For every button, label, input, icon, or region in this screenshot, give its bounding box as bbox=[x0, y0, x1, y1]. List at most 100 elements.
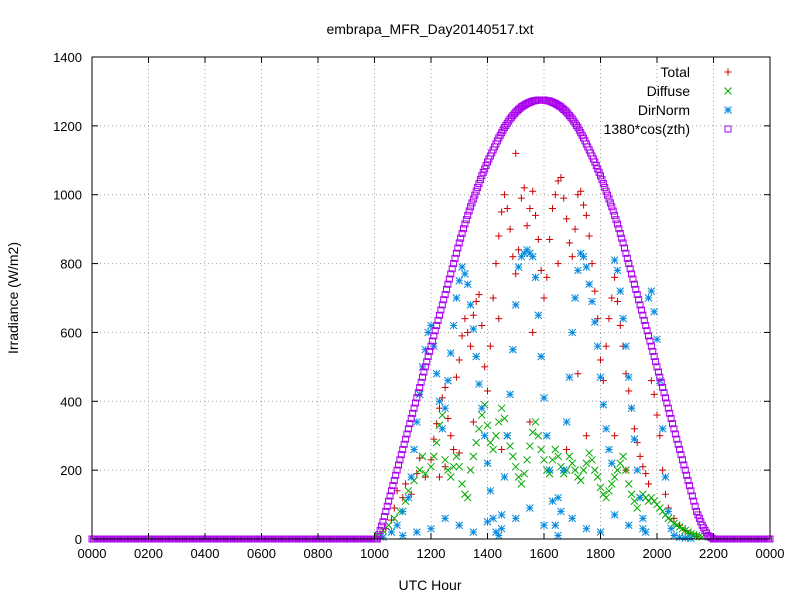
point-dirnorm bbox=[542, 431, 551, 440]
point-total bbox=[435, 473, 443, 481]
point-total bbox=[433, 420, 441, 428]
point-diffuse bbox=[565, 452, 574, 461]
point-total bbox=[630, 425, 638, 433]
point-1380-cos-zth bbox=[657, 378, 665, 386]
point-total bbox=[421, 473, 429, 481]
point-dirnorm bbox=[661, 473, 670, 481]
point-1380-cos-zth bbox=[685, 482, 693, 490]
point-diffuse bbox=[613, 466, 622, 474]
point-dirnorm bbox=[441, 404, 449, 413]
point-dirnorm bbox=[667, 524, 675, 533]
point-1380-cos-zth bbox=[462, 216, 470, 224]
point-diffuse bbox=[444, 466, 452, 474]
point-total bbox=[565, 239, 573, 247]
y-axis-label: Irradiance (W/m2) bbox=[5, 242, 21, 354]
point-total bbox=[656, 432, 664, 440]
point-total bbox=[492, 260, 500, 268]
point-total bbox=[475, 291, 483, 299]
point-diffuse bbox=[463, 493, 472, 502]
point-1380-cos-zth bbox=[677, 451, 685, 459]
point-1380-cos-zth bbox=[670, 425, 678, 433]
point-1380-cos-zth bbox=[664, 404, 672, 412]
point-1380-cos-zth bbox=[628, 270, 636, 278]
point-diffuse bbox=[585, 449, 594, 457]
point-dirnorm bbox=[509, 345, 517, 354]
x-tick-label: 0200 bbox=[134, 546, 163, 561]
point-diffuse bbox=[404, 486, 413, 495]
x-tick-label: 0000 bbox=[78, 546, 107, 561]
point-dirnorm bbox=[531, 273, 540, 282]
point-total bbox=[486, 342, 494, 350]
point-total bbox=[642, 470, 650, 478]
point-diffuse bbox=[571, 466, 579, 474]
point-total bbox=[467, 342, 475, 350]
point-1380-cos-zth bbox=[475, 180, 483, 188]
point-total bbox=[650, 390, 658, 398]
point-dirnorm bbox=[596, 373, 605, 382]
point-1380-cos-zth bbox=[676, 445, 684, 453]
point-dirnorm bbox=[636, 493, 644, 502]
point-diffuse bbox=[568, 459, 577, 468]
point-dirnorm bbox=[568, 514, 577, 523]
y-tick-label: 1400 bbox=[53, 50, 82, 65]
point-total bbox=[653, 411, 661, 419]
point-1380-cos-zth bbox=[612, 216, 620, 224]
point-1380-cos-zth bbox=[669, 420, 677, 428]
point-diffuse bbox=[489, 445, 498, 454]
point-1380-cos-zth bbox=[609, 207, 617, 215]
point-dirnorm bbox=[438, 424, 447, 433]
point-dirnorm bbox=[463, 280, 472, 289]
point-diffuse bbox=[582, 459, 591, 468]
legend: Total Diffuse DirNorm 1380*cos(zth) bbox=[604, 64, 732, 137]
point-1380-cos-zth bbox=[420, 368, 428, 376]
point-total bbox=[517, 194, 525, 202]
point-1380-cos-zth bbox=[455, 239, 463, 247]
point-total bbox=[563, 215, 571, 223]
x-tick-label: 1000 bbox=[360, 546, 389, 561]
y-tick-label: 200 bbox=[60, 463, 82, 478]
point-1380-cos-zth bbox=[409, 409, 417, 417]
series-1380-cos-zth bbox=[88, 96, 774, 543]
point-total bbox=[645, 480, 653, 488]
point-1380-cos-zth bbox=[403, 430, 411, 438]
point-dirnorm bbox=[622, 342, 630, 351]
point-diffuse bbox=[548, 455, 557, 464]
point-diffuse bbox=[576, 476, 585, 485]
y-tick-label: 1000 bbox=[53, 188, 82, 203]
point-total bbox=[495, 232, 503, 240]
point-1380-cos-zth bbox=[671, 430, 679, 438]
point-diffuse bbox=[509, 452, 517, 461]
point-total bbox=[469, 418, 477, 426]
point-1380-cos-zth bbox=[419, 373, 427, 381]
point-total bbox=[582, 211, 590, 219]
point-1380-cos-zth bbox=[402, 435, 410, 443]
x-tick-label: 2200 bbox=[699, 546, 728, 561]
point-diffuse bbox=[517, 480, 526, 488]
point-dirnorm bbox=[407, 473, 416, 481]
point-1380-cos-zth bbox=[427, 342, 435, 350]
point-total bbox=[478, 322, 486, 330]
point-dirnorm bbox=[461, 270, 469, 278]
point-dirnorm bbox=[398, 531, 407, 540]
point-diffuse bbox=[418, 452, 427, 461]
point-total bbox=[495, 315, 503, 323]
point-1380-cos-zth bbox=[625, 260, 633, 268]
point-dirnorm bbox=[593, 342, 602, 351]
point-1380-cos-zth bbox=[680, 461, 688, 469]
point-1380-cos-zth bbox=[650, 353, 658, 361]
point-dirnorm bbox=[574, 266, 582, 275]
point-1380-cos-zth bbox=[461, 220, 469, 228]
point-1380-cos-zth bbox=[431, 327, 439, 335]
point-dirnorm bbox=[670, 531, 678, 540]
point-diffuse bbox=[526, 442, 534, 450]
point-1380-cos-zth bbox=[632, 285, 640, 293]
point-total bbox=[458, 332, 466, 340]
point-dirnorm bbox=[624, 521, 633, 530]
x-tick-label: 0000 bbox=[756, 546, 785, 561]
point-dirnorm bbox=[441, 514, 449, 523]
point-total bbox=[489, 294, 497, 302]
point-diffuse bbox=[466, 466, 475, 474]
point-1380-cos-zth bbox=[618, 234, 626, 242]
point-dirnorm bbox=[602, 424, 611, 433]
